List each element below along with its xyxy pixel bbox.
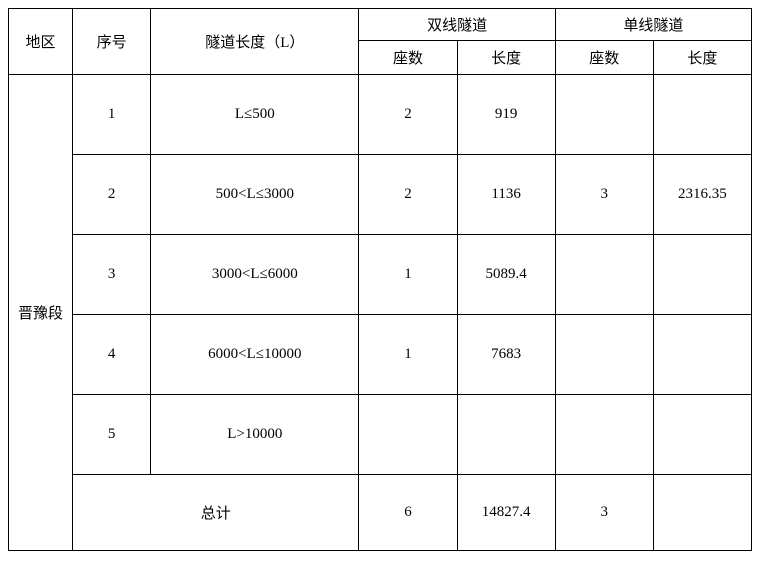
region-cell: 晋豫段 [9, 75, 73, 551]
total-double-count: 6 [359, 475, 457, 551]
table-row: 3 3000<L≤6000 1 5089.4 [9, 235, 752, 315]
cell-length-class: 6000<L≤10000 [151, 315, 359, 395]
total-single-count: 3 [555, 475, 653, 551]
table-row: 2 500<L≤3000 2 1136 3 2316.35 [9, 155, 752, 235]
cell-seq: 2 [73, 155, 151, 235]
cell-seq: 5 [73, 395, 151, 475]
cell-single-length: 2316.35 [653, 155, 751, 235]
cell-length-class: 3000<L≤6000 [151, 235, 359, 315]
cell-double-count: 1 [359, 315, 457, 395]
cell-single-count [555, 315, 653, 395]
cell-double-count: 2 [359, 75, 457, 155]
cell-single-count [555, 75, 653, 155]
total-single-length [653, 475, 751, 551]
cell-single-count [555, 395, 653, 475]
cell-double-count: 1 [359, 235, 457, 315]
table-row: 5 L>10000 [9, 395, 752, 475]
cell-length-class: L>10000 [151, 395, 359, 475]
table-header-row-1: 地区 序号 隧道长度（L） 双线隧道 单线隧道 [9, 9, 752, 41]
cell-single-count [555, 235, 653, 315]
cell-single-length [653, 395, 751, 475]
cell-double-count: 2 [359, 155, 457, 235]
header-double-length: 长度 [457, 41, 555, 75]
cell-length-class: L≤500 [151, 75, 359, 155]
table-total-row: 总计 6 14827.4 3 [9, 475, 752, 551]
header-double-count: 座数 [359, 41, 457, 75]
cell-single-length [653, 235, 751, 315]
cell-double-length: 919 [457, 75, 555, 155]
table-row: 晋豫段 1 L≤500 2 919 [9, 75, 752, 155]
cell-single-length [653, 75, 751, 155]
cell-seq: 3 [73, 235, 151, 315]
cell-single-count: 3 [555, 155, 653, 235]
cell-length-class: 500<L≤3000 [151, 155, 359, 235]
header-double-track: 双线隧道 [359, 9, 555, 41]
cell-double-length: 1136 [457, 155, 555, 235]
cell-double-count [359, 395, 457, 475]
cell-double-length: 7683 [457, 315, 555, 395]
cell-seq: 1 [73, 75, 151, 155]
header-seq: 序号 [73, 9, 151, 75]
total-double-length: 14827.4 [457, 475, 555, 551]
header-tunnel-length: 隧道长度（L） [151, 9, 359, 75]
cell-double-length [457, 395, 555, 475]
header-single-length: 长度 [653, 41, 751, 75]
tunnel-summary-table: 地区 序号 隧道长度（L） 双线隧道 单线隧道 座数 长度 座数 长度 晋豫段 … [8, 8, 752, 551]
header-single-count: 座数 [555, 41, 653, 75]
cell-double-length: 5089.4 [457, 235, 555, 315]
cell-seq: 4 [73, 315, 151, 395]
cell-single-length [653, 315, 751, 395]
header-single-track: 单线隧道 [555, 9, 751, 41]
table-row: 4 6000<L≤10000 1 7683 [9, 315, 752, 395]
total-label: 总计 [73, 475, 359, 551]
header-region: 地区 [9, 9, 73, 75]
